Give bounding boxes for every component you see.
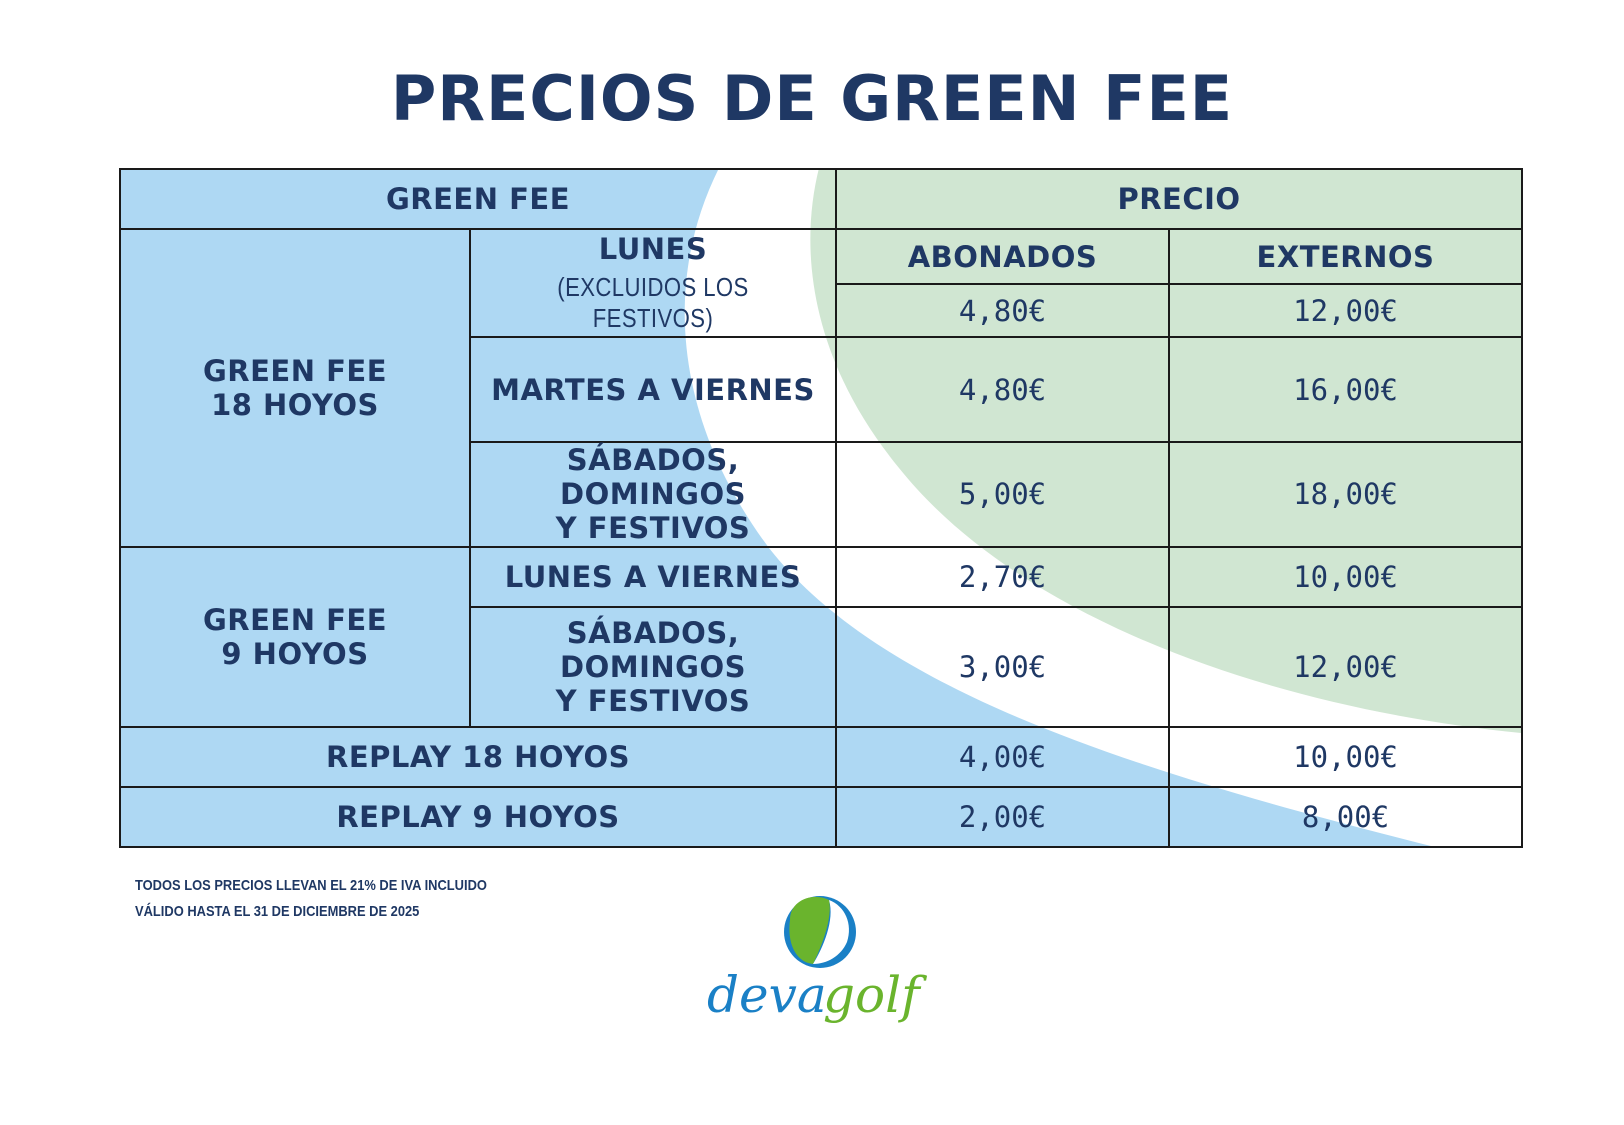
price-externos-replay-18: 10,00€ xyxy=(1168,725,1523,788)
price-abonados-18-sabados: 5,00€ xyxy=(835,441,1170,548)
price-abonados-18-lunes: 4,80€ xyxy=(835,283,1170,339)
header-green-fee: GREEN FEE xyxy=(119,167,837,231)
day-sabados-18: SÁBADOS, DOMINGOS Y FESTIVOS xyxy=(469,441,837,548)
row-lunes-label: LUNES (EXCLUIDOS LOS FESTIVOS) xyxy=(469,228,837,339)
note-validity: VÁLIDO HASTA EL 31 DE DICIEMBRE DE 2025 xyxy=(135,903,420,920)
price-externos-9-sabados: 12,00€ xyxy=(1168,605,1523,728)
day-sabados-9-line2: Y FESTIVOS xyxy=(555,683,751,718)
green-fee-price-table: GREEN FEE PRECIO GREEN FEE 18 HOYOS LUNE… xyxy=(119,167,1523,849)
header-externos: EXTERNOS xyxy=(1168,228,1523,286)
page-title: PRECIOS DE GREEN FEE xyxy=(390,62,1234,135)
replay-9-label: REPLAY 9 HOYOS xyxy=(119,785,837,849)
price-externos-18-martes: 16,00€ xyxy=(1168,336,1523,444)
group-18-hoyos: GREEN FEE 18 HOYOS xyxy=(119,228,471,548)
header-precio: PRECIO xyxy=(835,167,1523,231)
price-abonados-replay-9: 2,00€ xyxy=(835,785,1170,849)
logo-text-golf: golf xyxy=(823,966,927,1024)
price-abonados-replay-18: 4,00€ xyxy=(835,725,1170,788)
day-sabados-18-line1: SÁBADOS, DOMINGOS xyxy=(560,443,746,512)
day-sabados-9: SÁBADOS, DOMINGOS Y FESTIVOS xyxy=(469,605,837,728)
price-abonados-9-lunes: 2,70€ xyxy=(835,545,1170,608)
price-externos-18-sabados: 18,00€ xyxy=(1168,441,1523,548)
day-lunes: LUNES xyxy=(598,232,708,267)
price-abonados-9-sabados: 3,00€ xyxy=(835,605,1170,728)
group-18-line2: 18 HOYOS xyxy=(211,387,379,422)
price-externos-9-lunes: 10,00€ xyxy=(1168,545,1523,608)
day-martes-a-viernes: MARTES A VIERNES xyxy=(469,336,837,444)
footnotes: TODOS LOS PRECIOS LLEVAN EL 21% DE IVA I… xyxy=(135,873,487,925)
group-9-line2: 9 HOYOS xyxy=(221,636,369,671)
group-9-hoyos: GREEN FEE 9 HOYOS xyxy=(119,545,471,728)
header-abonados: ABONADOS xyxy=(835,228,1170,286)
day-lunes-note: (EXCLUIDOS LOS FESTIVOS) xyxy=(557,272,749,334)
note-iva: TODOS LOS PRECIOS LLEVAN EL 21% DE IVA I… xyxy=(135,877,487,894)
logo-text-deva: deva xyxy=(707,966,827,1024)
group-18-line1: GREEN FEE xyxy=(202,353,388,388)
replay-18-label: REPLAY 18 HOYOS xyxy=(119,725,837,788)
group-9-line1: GREEN FEE xyxy=(202,602,388,637)
price-table-container: GREEN FEE PRECIO GREEN FEE 18 HOYOS LUNE… xyxy=(119,167,1523,849)
price-abonados-18-martes: 4,80€ xyxy=(835,336,1170,444)
day-sabados-18-line2: Y FESTIVOS xyxy=(555,511,751,546)
devagolf-logo: deva golf xyxy=(707,896,927,1024)
price-externos-replay-9: 8,00€ xyxy=(1168,785,1523,849)
price-externos-18-lunes: 12,00€ xyxy=(1168,283,1523,339)
day-sabados-9-line1: SÁBADOS, DOMINGOS xyxy=(560,615,746,684)
day-lunes-a-viernes: LUNES A VIERNES xyxy=(469,545,837,608)
